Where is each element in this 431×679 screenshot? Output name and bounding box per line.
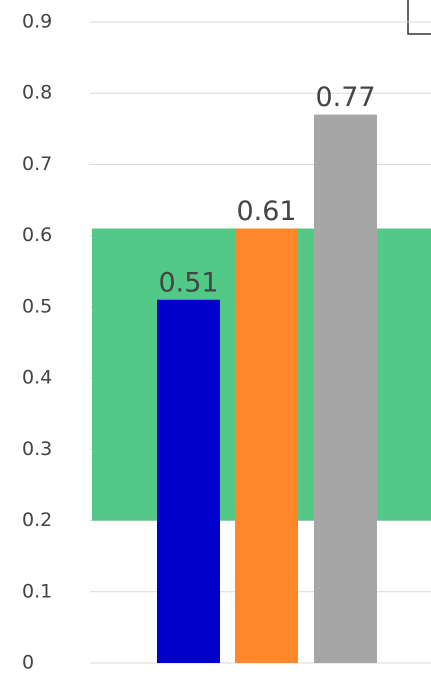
bar	[314, 114, 377, 664]
y-tick-label: 0.6	[22, 224, 52, 246]
y-tick-label: 0.4	[22, 367, 52, 389]
data-label: 0.61	[236, 196, 296, 227]
bar	[235, 228, 298, 664]
data-label: 0.51	[158, 267, 218, 298]
y-tick-label: 0	[22, 652, 34, 674]
y-tick-label: 0.9	[22, 11, 52, 33]
y-tick-label: 0.3	[22, 438, 52, 460]
y-tick-label: 0.1	[22, 580, 52, 602]
y-tick-label: 0.8	[22, 82, 52, 104]
legend-frame	[407, 0, 431, 35]
bar	[157, 299, 220, 663]
data-label: 0.77	[315, 82, 375, 113]
y-tick-label: 0.2	[22, 509, 52, 531]
y-tick-label: 0.7	[22, 153, 52, 175]
y-tick-label: 0.5	[22, 295, 52, 317]
